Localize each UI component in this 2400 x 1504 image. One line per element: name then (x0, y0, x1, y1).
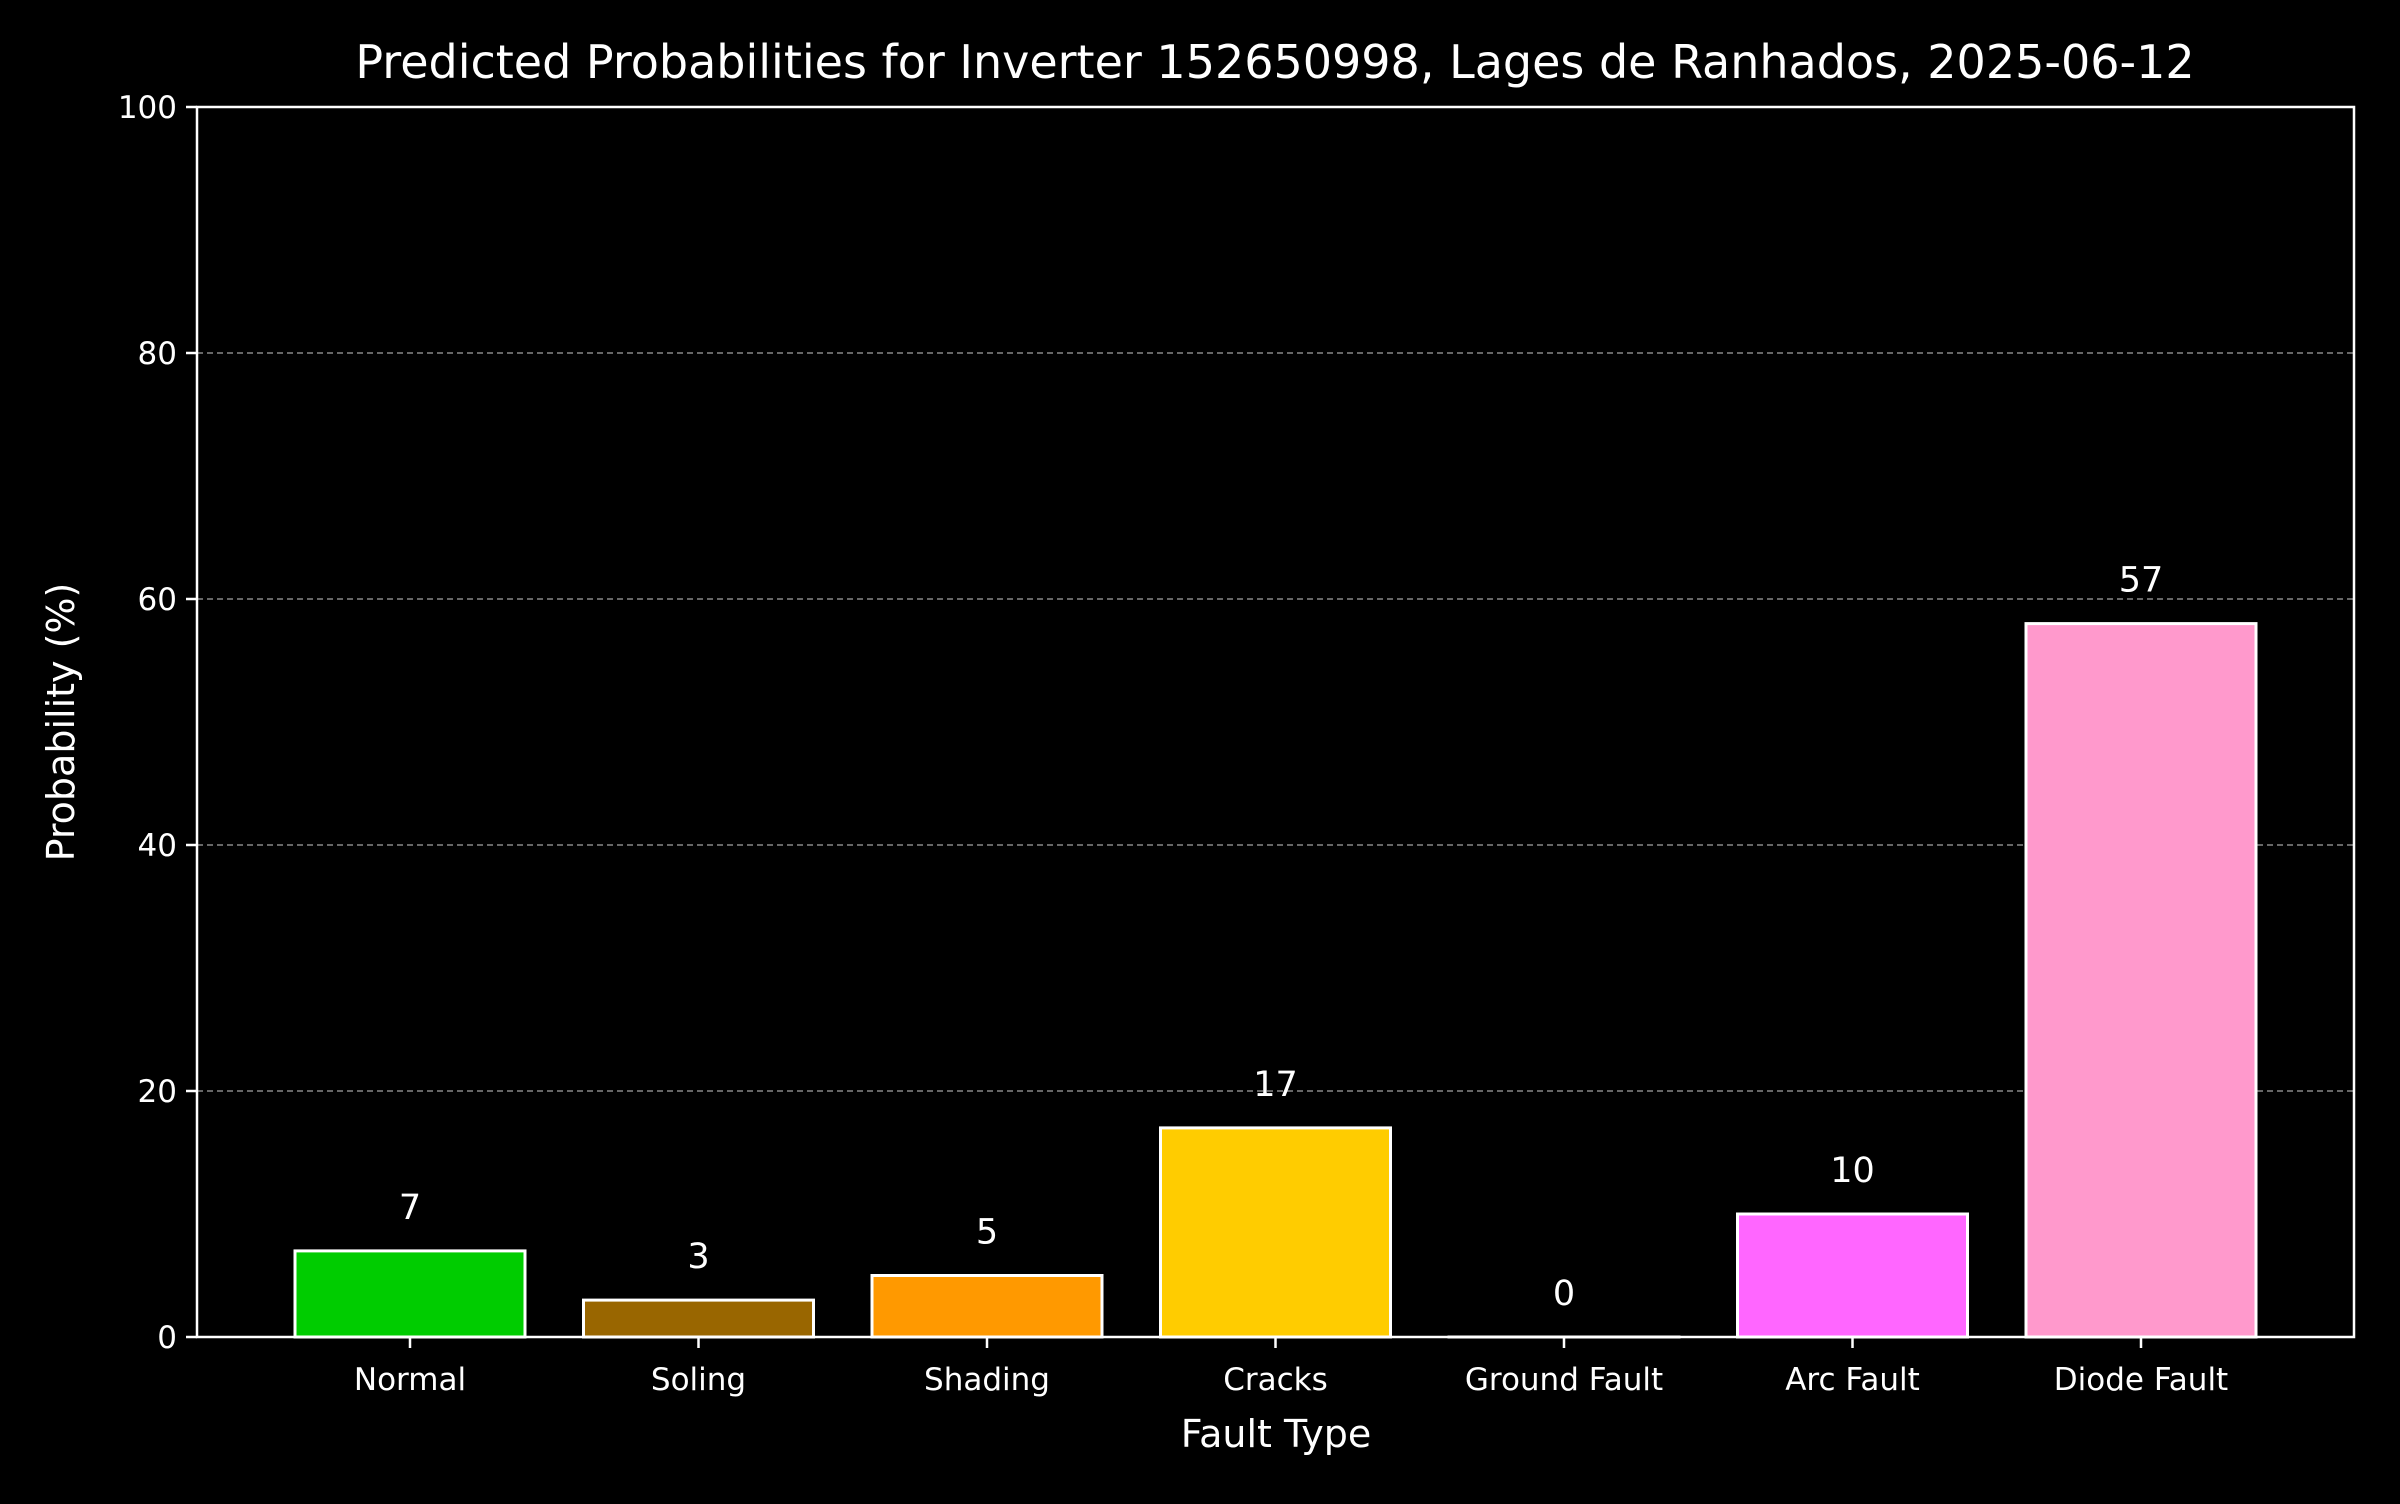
data-label: 0 (1553, 1274, 1575, 1314)
data-label: 57 (2119, 561, 2164, 601)
data-label: 7 (399, 1188, 421, 1228)
y-tick-label: 20 (138, 1074, 177, 1110)
chart-title: Predicted Probabilities for Inverter 152… (355, 35, 2194, 89)
x-tick-label: Shading (924, 1362, 1050, 1398)
x-tick-label: Normal (354, 1362, 466, 1398)
bar-diode-fault (2026, 624, 2256, 1337)
bar-normal (295, 1251, 525, 1337)
x-tick-label: Diode Fault (2054, 1362, 2228, 1398)
bar-shading (872, 1276, 1102, 1338)
data-label: 17 (1253, 1065, 1298, 1105)
bar-soling (584, 1300, 814, 1337)
y-tick-label: 60 (138, 582, 177, 618)
y-tick-label: 40 (138, 828, 177, 864)
y-tick-label: 0 (157, 1320, 177, 1356)
x-tick-label: Arc Fault (1785, 1362, 1920, 1398)
data-label: 5 (976, 1213, 998, 1253)
bar-arc-fault (1738, 1214, 1968, 1337)
x-axis-label: Fault Type (1181, 1412, 1372, 1456)
y-tick-label: 80 (138, 336, 177, 372)
x-tick-label: Soling (651, 1362, 746, 1398)
data-label: 10 (1830, 1151, 1875, 1191)
y-axis-label: Probability (%) (39, 583, 83, 862)
x-tick-label: Ground Fault (1465, 1362, 1663, 1398)
x-tick-label: Cracks (1223, 1362, 1328, 1398)
y-tick-label: 100 (118, 90, 177, 126)
data-label: 3 (687, 1237, 709, 1277)
bar-cracks (1161, 1128, 1391, 1337)
